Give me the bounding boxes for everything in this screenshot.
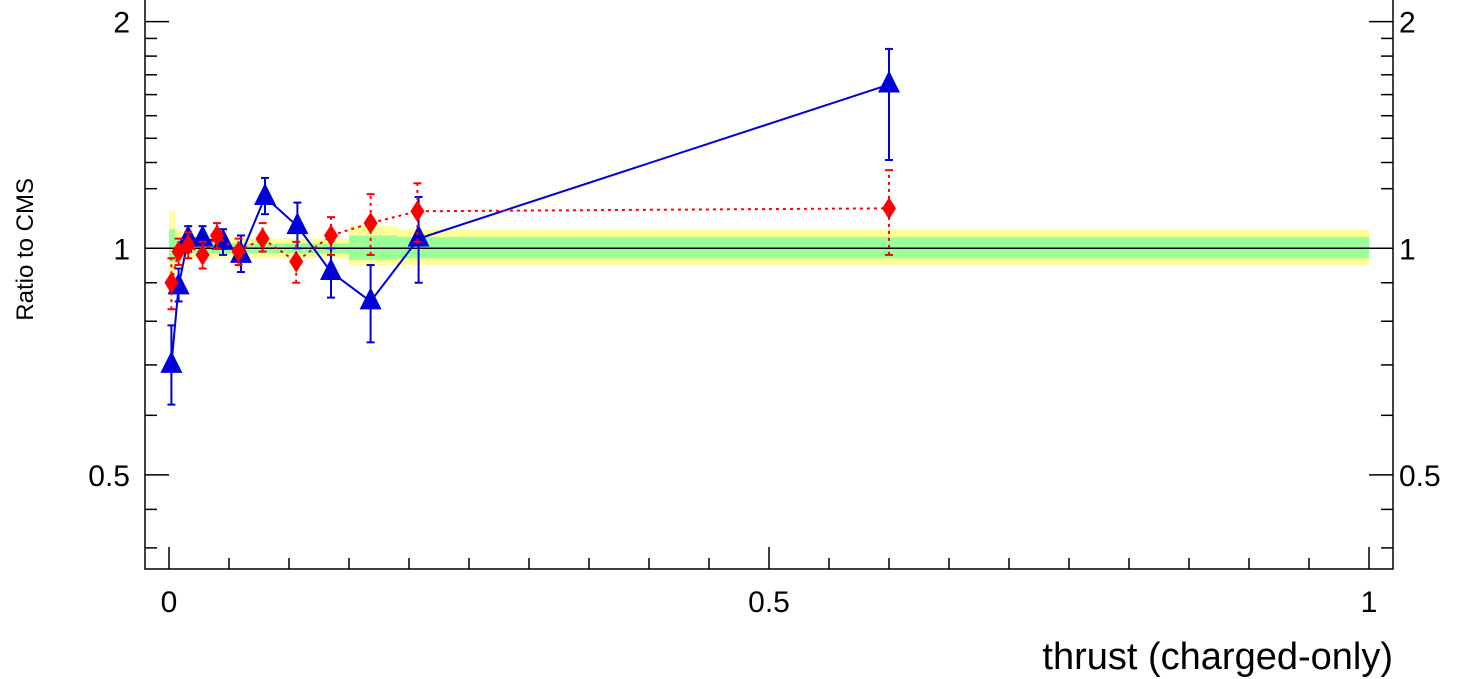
- triangle-marker: [160, 351, 182, 373]
- y-tick-label-left: 1: [113, 233, 130, 266]
- diamond-marker: [410, 200, 424, 222]
- x-tick-label: 1: [1361, 586, 1378, 619]
- triangle-marker: [286, 212, 308, 234]
- band-inner-segment: [169, 229, 175, 261]
- series-1: [160, 49, 900, 405]
- diamond-marker: [882, 197, 896, 219]
- x-tick-label: 0.5: [748, 586, 790, 619]
- x-tick-label: 0: [161, 586, 178, 619]
- tick-labels: 0 0.5 1 0.5 0.5 1 1 2 2: [88, 7, 1440, 619]
- triangle-marker: [254, 183, 276, 205]
- triangle-marker: [878, 71, 900, 93]
- plot-frame: [145, 0, 1393, 569]
- y-axis-label: Ratio to CMS: [12, 178, 39, 321]
- y-tick-label-right: 0.5: [1399, 460, 1441, 493]
- y-tick-label-left: 0.5: [88, 460, 130, 493]
- uncertainty-bands: [169, 211, 1369, 275]
- series-line: [171, 85, 889, 365]
- y-tick-label-left: 2: [113, 7, 130, 40]
- y-tick-label-right: 2: [1399, 7, 1416, 40]
- series-layer: [160, 49, 900, 405]
- axis-ticks: [145, 22, 1393, 569]
- x-axis-label: thrust (charged-only): [1042, 636, 1393, 678]
- y-tick-label-right: 1: [1399, 233, 1416, 266]
